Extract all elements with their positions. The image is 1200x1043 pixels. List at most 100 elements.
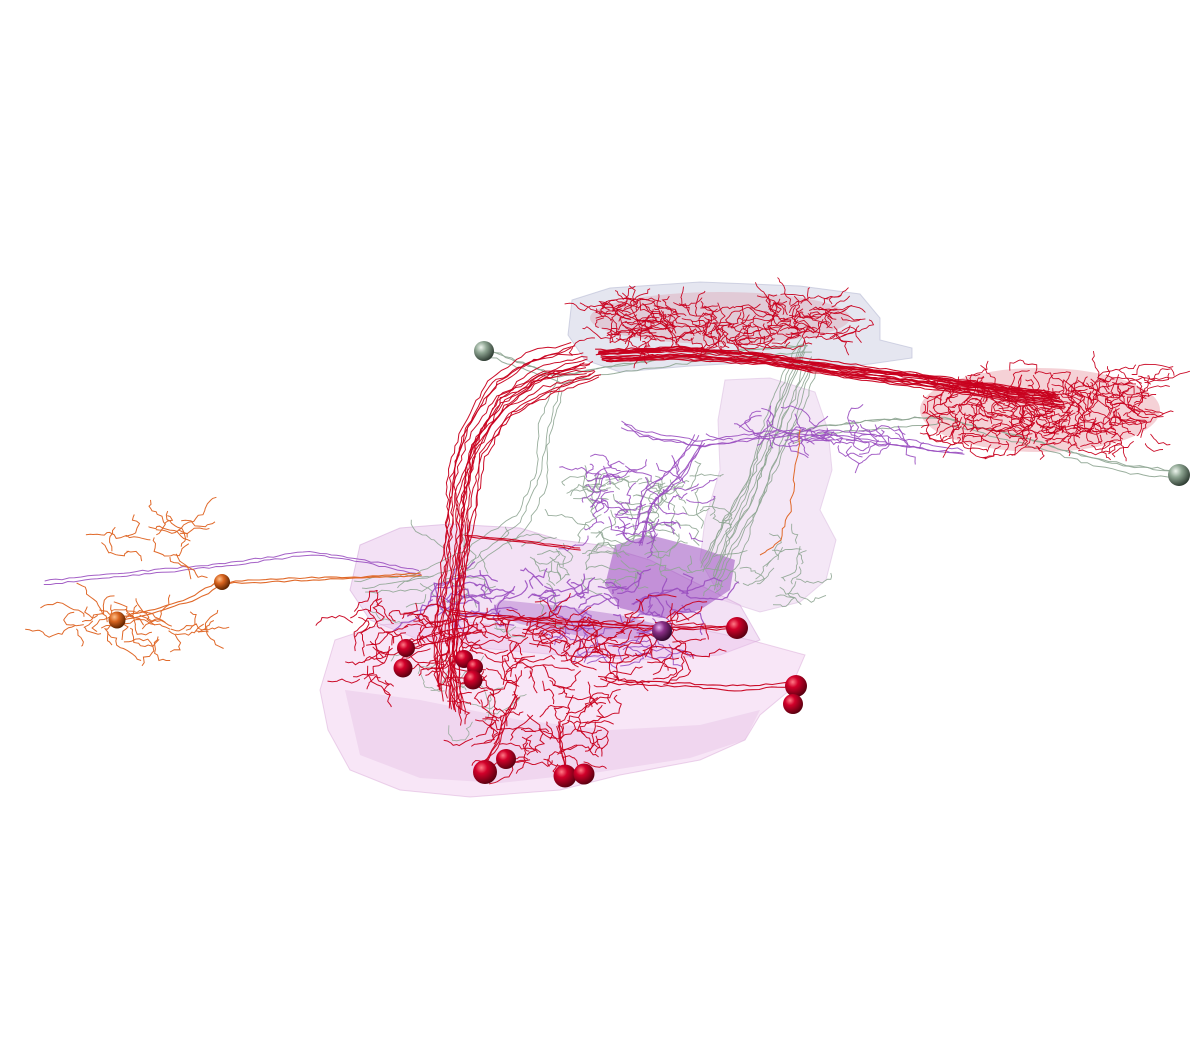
red-neurite [560,715,570,740]
violet-neurite [665,520,682,529]
red-neurite [1118,369,1137,385]
red-neurite [1079,392,1088,412]
red-neurite [656,294,687,317]
red-neurite [1105,393,1126,411]
red-neurite [353,590,378,612]
red-neurite [1136,380,1144,407]
sage-neurite [700,335,804,564]
red-neurite [401,602,418,619]
red-soma[interactable] [573,763,595,785]
violet-neurite [854,442,892,474]
red-neurite [462,620,509,649]
violet-neurite [465,610,487,620]
sage-neurite [780,550,807,582]
sage-neurite [397,575,434,589]
red-neurite [611,308,622,336]
sage-neurite [544,508,591,531]
red-neurite [758,310,780,318]
red-neurite [553,706,564,734]
violet-neurite [809,429,830,442]
violet-soma[interactable] [652,621,672,641]
sage-neurite [585,550,630,571]
red-soma[interactable] [783,694,803,714]
red-neurite [707,302,726,334]
violet-neurite [679,577,723,592]
red-neurite [749,307,772,318]
red-neurite [739,336,765,346]
red-neurite [1138,375,1151,385]
red-neurite [1025,379,1035,387]
sage-neurite [537,549,566,567]
orange-neurite [129,627,160,648]
red-neurite [345,647,393,666]
red-neurite [542,680,555,705]
orange-neurite [152,537,190,557]
red-neurite [1035,445,1045,460]
red-neurite [703,331,711,347]
violet-neurite [756,407,775,435]
red-neurite [754,282,776,314]
violet-neurite [800,438,810,456]
red-neurite [597,629,633,654]
red-neurite [405,648,431,659]
red-neurite [1127,395,1147,409]
red-neurite [1097,364,1137,379]
orange-soma[interactable] [214,574,230,590]
red-soma[interactable] [397,639,415,657]
orange-soma[interactable] [108,611,126,629]
red-neurite [1034,371,1064,384]
red-neurite [700,306,734,313]
red-neurite [972,396,984,420]
violet-neurite [592,498,607,523]
red-neurite [815,321,830,339]
red-neurite [673,297,703,307]
red-neurite [1009,359,1038,375]
red-neurite [473,689,488,704]
red-soma[interactable] [473,760,497,784]
red-soma[interactable] [726,617,748,639]
sage-neurite [405,594,427,608]
red-neurite [984,445,1002,460]
violet-neurite [615,530,647,536]
red-neurite [653,305,680,318]
red-neurite [434,628,450,663]
red-neurite [485,667,520,687]
red-neurite [1067,381,1079,404]
red-neurite [595,303,626,319]
red-neurite [958,398,978,409]
red-neurite [539,704,570,718]
red-neurite [1140,413,1164,438]
red-neurite [509,640,533,679]
red-neurite [675,329,705,344]
red-neurite [740,304,771,316]
red-soma[interactable] [785,675,807,697]
red-neurite [713,328,754,342]
red-neurite [833,326,850,356]
sage-neurite [699,506,733,522]
red-soma[interactable] [463,670,483,690]
sage-neurite [465,700,497,710]
red-neurite [565,618,598,649]
red-neurite [932,395,959,409]
red-neurite [529,642,569,662]
violet-neurite [596,491,614,513]
red-neurite [639,317,657,341]
sage-soma[interactable] [474,341,494,361]
red-soma[interactable] [553,764,577,788]
red-neurite [501,639,518,685]
red-neurite [1105,383,1125,410]
red-neurite [601,327,636,338]
red-soma[interactable] [496,749,516,769]
sage-neurite [587,542,619,558]
orange-neurite [113,601,145,626]
red-neurite [1126,413,1142,437]
violet-neurite [614,521,655,530]
sage-neurite [796,572,833,584]
red-neurite [780,293,813,306]
red-neurite [425,655,455,676]
red-soma[interactable] [393,658,413,678]
orange-neurite [117,583,224,623]
red-neurite [350,589,379,619]
sage-soma[interactable] [1168,464,1190,486]
